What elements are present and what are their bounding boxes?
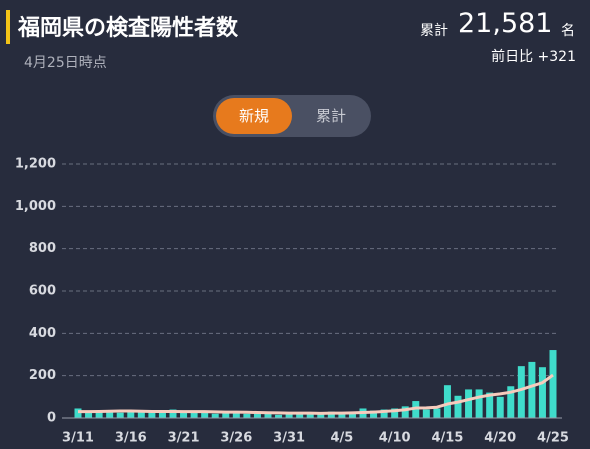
bar: [127, 410, 135, 418]
bar: [137, 411, 145, 418]
title: 福岡県の検査陽性者数: [18, 16, 239, 41]
bar: [338, 412, 346, 418]
bar: [106, 411, 114, 418]
x-tick-label: 3/31: [273, 431, 305, 446]
y-tick-label: 200: [29, 368, 56, 383]
accent-bar: [6, 10, 10, 44]
bar: [507, 386, 515, 418]
bar: [95, 410, 103, 418]
y-tick-label: 1,000: [15, 199, 56, 214]
bar: [201, 410, 209, 418]
bar: [327, 411, 335, 418]
bar: [232, 411, 240, 418]
bar: [517, 366, 525, 418]
total-label: 累計: [420, 23, 448, 39]
y-tick-label: 400: [29, 326, 56, 341]
bar: [443, 385, 451, 418]
bar: [401, 406, 409, 418]
y-tick-label: 600: [29, 284, 56, 299]
total: 21,581: [458, 8, 553, 39]
x-tick-label: 3/16: [115, 431, 147, 446]
x-tick-label: 3/26: [220, 431, 252, 446]
total-unit: 名: [561, 23, 575, 39]
toggle-new[interactable]: 新規: [216, 98, 292, 134]
bar: [528, 361, 536, 418]
x-tick-label: 4/5: [330, 431, 353, 446]
bar: [285, 413, 293, 418]
diff: 前日比 +321: [491, 49, 576, 65]
bar: [538, 367, 546, 418]
toggle-total[interactable]: 累計: [315, 107, 346, 125]
line: [78, 373, 554, 415]
bar: [243, 413, 251, 418]
bar: [348, 411, 356, 418]
y-tick-label: 1,200: [15, 157, 56, 172]
bar: [264, 413, 272, 418]
bar: [380, 409, 388, 418]
bar: [275, 414, 283, 418]
bar: [422, 409, 430, 418]
bar: [486, 392, 494, 418]
bar: [158, 411, 166, 418]
bar: [454, 395, 462, 418]
bar: [169, 409, 177, 418]
bar: [317, 413, 325, 418]
bar: [296, 413, 304, 418]
x-tick-label: 4/15: [431, 431, 463, 446]
bar: [475, 389, 483, 418]
bar: [211, 413, 219, 418]
bar: [190, 411, 198, 418]
bar: [465, 389, 473, 418]
x-tick-label: 3/11: [62, 431, 94, 446]
bar: [370, 410, 378, 418]
bar: [549, 350, 557, 418]
bar: [496, 396, 504, 418]
bar: [222, 412, 230, 418]
bar: [180, 412, 188, 418]
x-tick-label: 3/21: [168, 431, 200, 446]
bar: [116, 412, 124, 418]
x-tick-label: 4/20: [484, 431, 516, 446]
bar: [306, 412, 314, 418]
bar: [85, 411, 93, 418]
date: 4月25日時点: [24, 55, 107, 71]
y-tick-label: 0: [47, 411, 56, 426]
y-tick-label: 800: [29, 241, 56, 256]
x-tick-label: 4/10: [379, 431, 411, 446]
toggle: 新規 累計: [213, 95, 371, 137]
bar: [433, 408, 441, 418]
x-tick-label: 4/25: [537, 431, 569, 446]
bar: [391, 408, 399, 418]
bar: [253, 412, 261, 418]
bar: [148, 412, 156, 418]
bar: [74, 408, 82, 418]
